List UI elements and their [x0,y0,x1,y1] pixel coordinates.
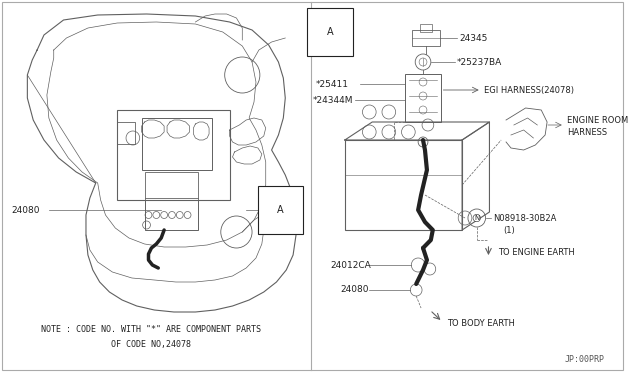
Text: 24080: 24080 [12,205,40,215]
Text: *25237BA: *25237BA [456,58,502,67]
Bar [117,122,135,144]
Text: 24345: 24345 [459,33,488,42]
Text: 24012CA: 24012CA [330,260,371,269]
Text: EGI HARNESS(24078): EGI HARNESS(24078) [484,86,573,94]
Bar [412,30,440,46]
Text: *24344M: *24344M [312,96,353,105]
Text: JP:00PRP: JP:00PRP [564,356,604,365]
Bar [141,118,212,170]
Bar [117,110,230,200]
Bar [420,24,432,32]
Text: N08918-30B2A: N08918-30B2A [493,214,557,222]
Bar [405,74,440,122]
Text: OF CODE NO,24078: OF CODE NO,24078 [111,340,191,350]
Text: NOTE : CODE NO. WITH "*" ARE COMPONENT PARTS: NOTE : CODE NO. WITH "*" ARE COMPONENT P… [42,326,261,334]
Text: TO BODY EARTH: TO BODY EARTH [447,318,515,327]
Text: TO ENGINE EARTH: TO ENGINE EARTH [499,247,575,257]
Text: HARNESS: HARNESS [566,128,607,137]
Text: N: N [474,215,479,221]
Bar [345,140,462,230]
Text: ENGINE ROOM: ENGINE ROOM [566,115,628,125]
Text: A: A [327,27,333,37]
Text: (1): (1) [503,225,515,234]
Text: A: A [277,205,284,215]
Text: 24080: 24080 [340,285,369,295]
Text: *25411: *25411 [316,80,349,89]
Bar [145,172,198,198]
Bar [145,200,198,230]
